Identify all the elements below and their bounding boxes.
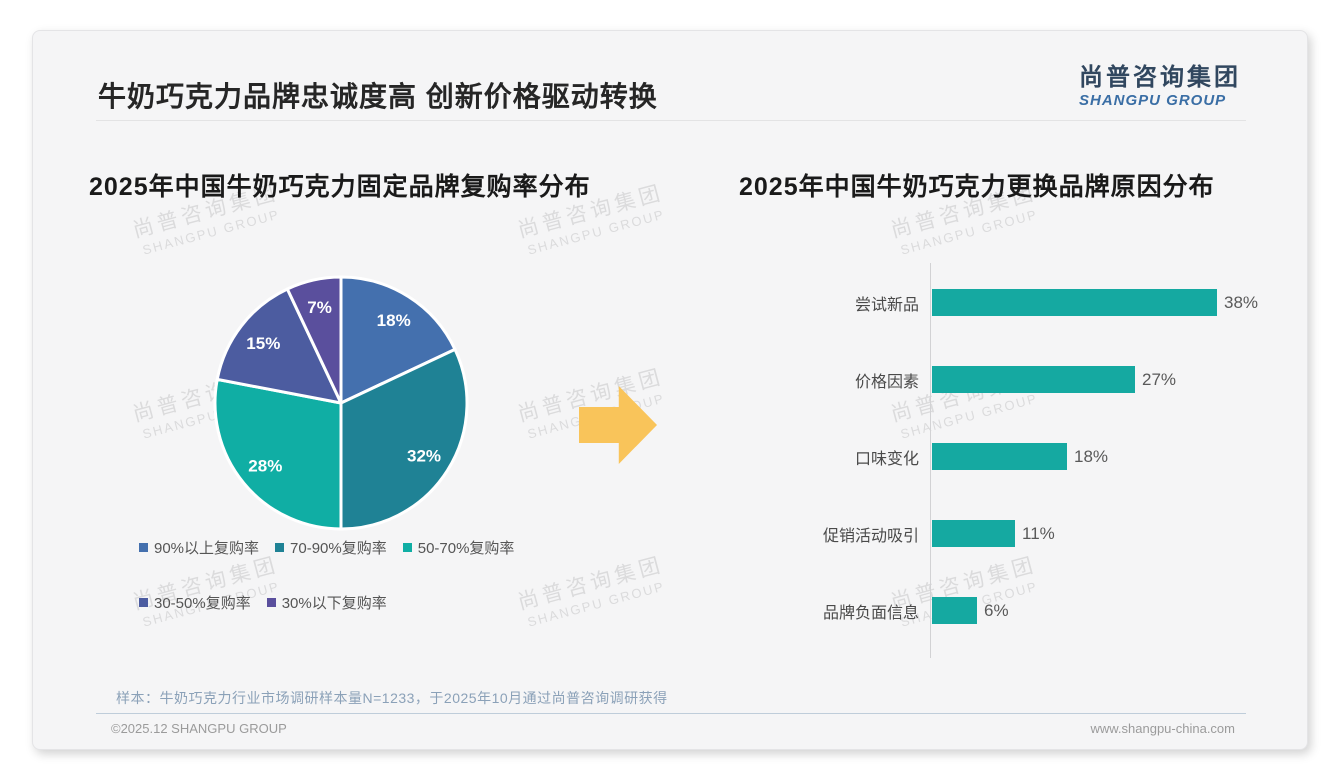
legend-label: 50-70%复购率	[417, 540, 515, 557]
bar-row: 价格因素 27%	[674, 341, 1274, 418]
logo-en-text: SHANGPU GROUP	[1079, 92, 1227, 109]
legend-label: 30%以下复购率	[281, 595, 387, 612]
legend-marker	[402, 543, 412, 552]
bar-fill	[932, 597, 977, 624]
watermark-en: SHANGPU GROUP	[140, 206, 282, 258]
pie-chart: 18% 32% 28% 15% 7%	[213, 275, 469, 531]
legend-marker	[139, 543, 148, 552]
bar-category-label: 品牌负面信息	[822, 604, 919, 622]
legend-item: 70-90%复购率	[275, 537, 387, 558]
pie-slice	[339, 275, 457, 405]
pie-slice	[215, 287, 343, 405]
bar-value-label: 6%	[984, 600, 1009, 620]
watermark-en: SHANGPU GROUP	[525, 206, 667, 258]
legend-item: 30%以下复购率	[266, 592, 387, 613]
watermark-en: SHANGPU GROUP	[898, 206, 1040, 258]
bar-row: 促销活动吸引 11%	[674, 495, 1274, 572]
bar-value-label: 27%	[1142, 369, 1177, 389]
legend-row: 90%以上复购率 70-90%复购率 50-70%复购率	[139, 537, 609, 558]
bar-track: 18%	[932, 443, 1108, 470]
slide-card: 尚普咨询集团 SHANGPU GROUP 尚普咨询集团 SHANGPU GROU…	[32, 30, 1308, 750]
bar-row: 尝试新品 38%	[674, 264, 1274, 341]
bar-chart-title: 2025年中国牛奶巧克力更换品牌原因分布	[739, 173, 1215, 201]
bar-fill	[932, 289, 1217, 316]
bar-category-label: 尝试新品	[854, 296, 919, 314]
logo-cn-text: 尚普咨询集团	[1079, 64, 1241, 91]
bar-category-label: 促销活动吸引	[822, 527, 919, 545]
pie-slice	[339, 347, 469, 531]
company-logo: 尚普咨询集团 SHANGPU GROUP	[1079, 57, 1241, 109]
legend-marker	[139, 598, 148, 607]
bar-fill	[932, 366, 1135, 393]
header-divider	[96, 120, 1246, 121]
bar-track: 27%	[932, 366, 1176, 393]
legend-label: 70-90%复购率	[290, 540, 387, 557]
bar-track: 6%	[932, 597, 1009, 624]
copyright-text: ©2025.12 SHANGPU GROUP	[111, 721, 287, 736]
pie-slice-label: 28%	[248, 457, 282, 476]
legend-label: 30-50%复购率	[154, 595, 251, 612]
pie-slice-label: 32%	[407, 447, 441, 466]
pie-slice	[213, 377, 343, 531]
page-title: 牛奶巧克力品牌忠诚度高 创新价格驱动转换	[98, 81, 658, 112]
bar-value-label: 11%	[1022, 523, 1055, 543]
pie-slice	[285, 275, 343, 405]
bar-chart-axis	[930, 263, 931, 658]
pie-slice-label: 15%	[246, 334, 280, 353]
bar-value-label: 18%	[1074, 446, 1109, 466]
legend-marker	[266, 598, 276, 607]
bar-row: 品牌负面信息 6%	[674, 572, 1274, 649]
legend-label: 90%以上复购率	[154, 540, 260, 557]
bar-chart: 尝试新品 38% 价格因素 27% 口味变化 18% 促销活动吸引 11% 品牌负面信息 6%	[674, 264, 1274, 649]
legend-item: 90%以上复购率	[139, 537, 259, 558]
bar-category-label: 价格因素	[854, 373, 919, 391]
bar-track: 38%	[932, 289, 1258, 316]
legend-marker	[275, 543, 285, 552]
bar-row: 口味变化 18%	[674, 418, 1274, 495]
bar-category-label: 口味变化	[854, 450, 919, 468]
pie-slice-label: 18%	[377, 311, 411, 330]
legend-item: 50-70%复购率	[402, 537, 515, 558]
pie-chart-title: 2025年中国牛奶巧克力固定品牌复购率分布	[89, 173, 591, 201]
bar-track: 11%	[932, 520, 1055, 547]
bar-fill	[932, 443, 1067, 470]
pie-slice-label: 7%	[307, 298, 332, 317]
legend-row: 30-50%复购率 30%以下复购率	[139, 592, 609, 613]
legend-item: 30-50%复购率	[139, 592, 251, 613]
right-arrow-icon	[579, 386, 657, 464]
bar-fill	[932, 520, 1015, 547]
pie-legend: 90%以上复购率 70-90%复购率 50-70%复购率 30-50%复购率 30%以下…	[139, 537, 609, 613]
bar-value-label: 38%	[1224, 292, 1259, 312]
sample-note: 样本：牛奶巧克力行业市场调研样本量N=1233，于2025年10月通过尚普咨询调…	[116, 690, 668, 706]
footer-divider	[96, 713, 1246, 714]
website-text: www.shangpu-china.com	[1090, 721, 1235, 736]
